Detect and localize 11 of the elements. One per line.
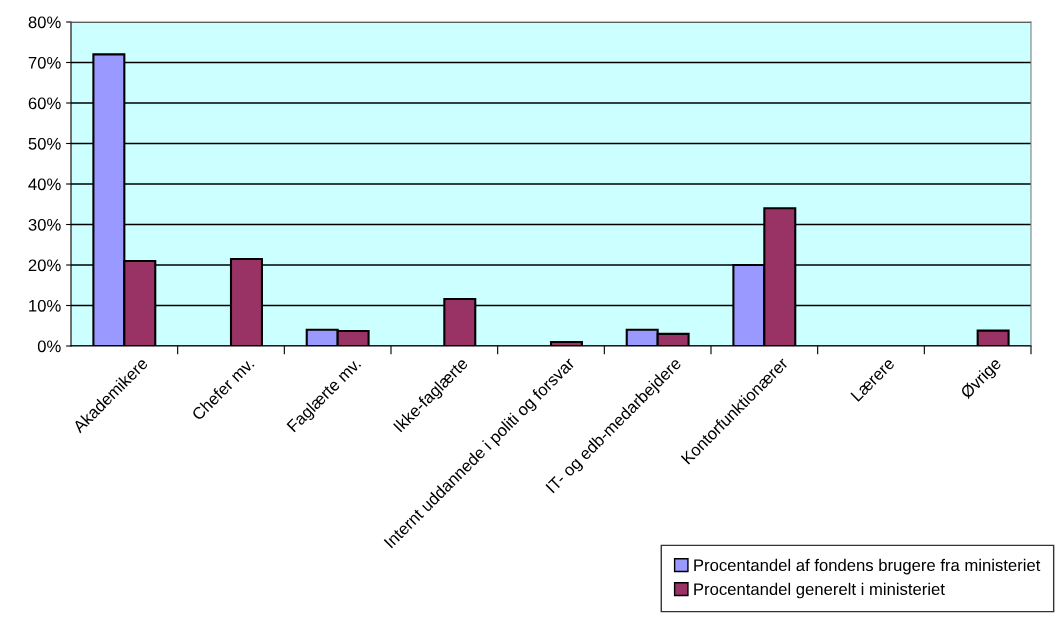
y-tick-label: 60% bbox=[28, 97, 61, 110]
y-tick-label: 50% bbox=[28, 137, 61, 150]
legend-label: Procentandel generelt i ministeriet bbox=[694, 582, 945, 599]
legend-label: Procentandel af fondens brugere fra ministeriet bbox=[694, 558, 1041, 575]
y-tick-label: 40% bbox=[28, 178, 61, 191]
y-tick-label: 80% bbox=[28, 16, 61, 29]
y-tick-label: 70% bbox=[28, 56, 61, 69]
y-tick-label: 30% bbox=[28, 218, 61, 231]
y-tick-label: 0% bbox=[37, 340, 61, 353]
y-tick-label: 20% bbox=[28, 259, 61, 272]
y-tick-label: 10% bbox=[29, 299, 61, 312]
